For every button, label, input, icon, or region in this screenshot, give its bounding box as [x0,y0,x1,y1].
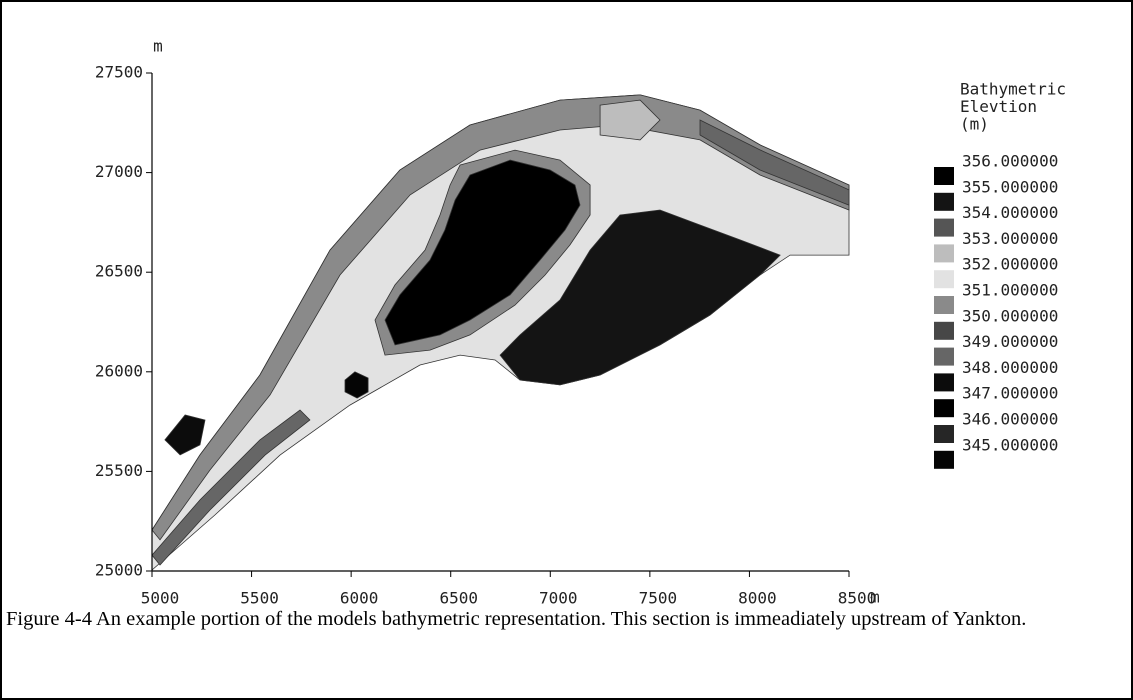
y-axis-label: m [153,37,163,56]
legend-swatch [934,167,954,185]
legend-label: 350.000000 [962,306,1058,325]
legend-label: 354.000000 [962,203,1058,222]
legend-swatch [934,425,954,443]
x-tick-label: 5000 [141,589,180,608]
legend-title: Elevtion [960,97,1037,116]
x-tick-label: 6000 [340,589,379,608]
y-tick-label: 26000 [95,361,143,380]
legend-swatch [934,244,954,262]
page: {"chart_data": { "type": "contour", "x_l… [0,0,1133,700]
legend-swatch [934,270,954,288]
x-tick-label: 8000 [738,589,777,608]
x-tick-label: 7000 [539,589,578,608]
legend-label: 356.000000 [962,152,1058,171]
legend-label: 345.000000 [962,435,1058,454]
plot-area [152,95,849,570]
legend-title: Bathymetric [960,80,1066,99]
legend-swatch [934,373,954,391]
legend-label: 346.000000 [962,410,1058,429]
legend-label: 351.000000 [962,281,1058,300]
caption: Figure 4-4 An example portion of the mod… [6,606,1124,633]
x-axis-label: m [870,588,880,607]
y-tick-label: 27500 [95,63,143,82]
legend-swatch [934,399,954,417]
legend-swatch [934,193,954,211]
y-tick-label: 26500 [95,262,143,281]
x-tick-label: 7500 [639,589,678,608]
legend-label: 355.000000 [962,177,1058,196]
legend-label: 352.000000 [962,255,1058,274]
y-tick-label: 25000 [95,561,143,580]
y-tick-label: 27000 [95,162,143,181]
legend-swatch [934,348,954,366]
legend-label: 347.000000 [962,384,1058,403]
legend-swatch [934,322,954,340]
x-tick-label: 5500 [240,589,279,608]
legend-swatch [934,451,954,469]
legend-swatch [934,296,954,314]
legend-label: 353.000000 [962,229,1058,248]
chart: 25000 25500 26000 26500 27000 27500 5000 5500 60… [0,0,1133,700]
legend-swatch [934,219,954,237]
legend-label: 349.000000 [962,332,1058,351]
contour-region [165,415,205,455]
y-tick-label: 25500 [95,461,143,480]
legend-title: (m) [960,115,989,134]
x-tick-label: 6500 [439,589,478,608]
legend-label: 348.000000 [962,358,1058,377]
